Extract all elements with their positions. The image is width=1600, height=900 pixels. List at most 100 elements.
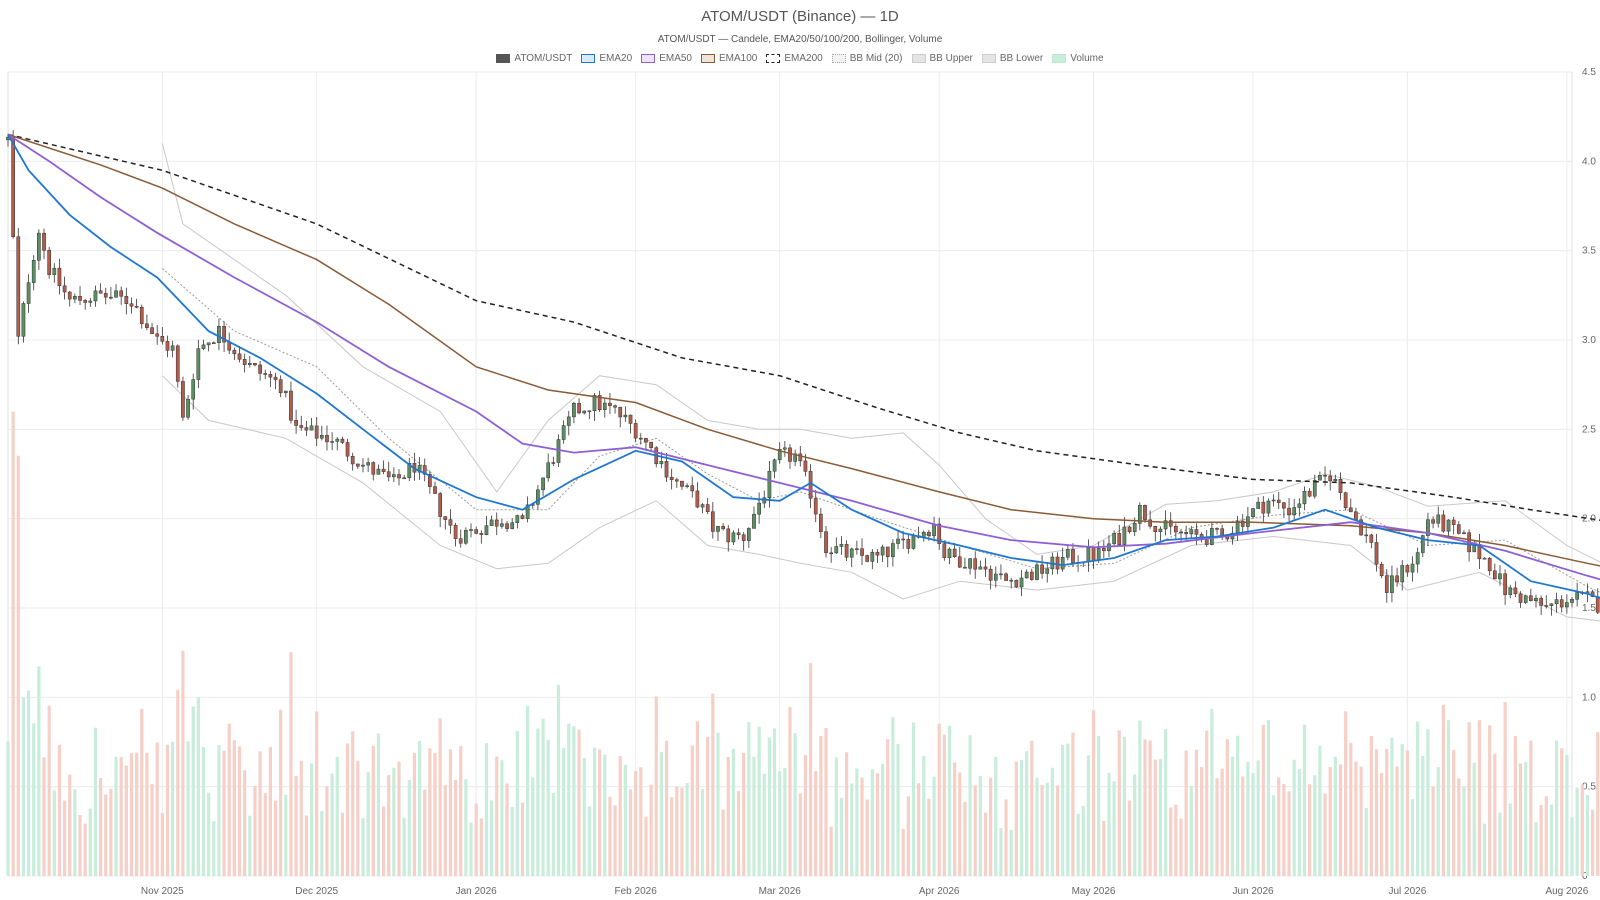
volume-bar [99, 778, 103, 876]
volume-bar [1127, 800, 1132, 876]
candle-body [103, 293, 108, 298]
volume-bar [21, 697, 26, 876]
volume-bar [1277, 777, 1281, 876]
volume-bar [531, 777, 535, 876]
candle-body [1431, 519, 1435, 524]
volume-bar [1467, 722, 1471, 876]
volume-bar [706, 737, 710, 876]
x-tick-label: Nov 2025 [141, 886, 184, 897]
legend-item[interactable]: EMA100 [700, 53, 757, 64]
volume-bar [227, 723, 231, 876]
candle-body [525, 504, 530, 519]
candle-body [716, 525, 720, 532]
volume-bar [556, 684, 561, 876]
candle-body [1282, 502, 1286, 509]
candle-body [376, 468, 381, 475]
candle-body [608, 402, 612, 406]
legend-swatch [831, 54, 846, 63]
candle-body [1174, 525, 1178, 533]
volume-bar [1590, 809, 1595, 876]
candle-body [680, 480, 684, 487]
candle-body [217, 325, 221, 343]
volume-bar [222, 750, 226, 876]
volume-bar [304, 815, 308, 876]
legend-label: EMA20 [599, 53, 633, 64]
candle-body [1426, 519, 1430, 536]
legend-item[interactable]: BB Upper [911, 53, 973, 64]
volume-bar [927, 798, 931, 876]
volume-bar [937, 723, 941, 876]
volume-bar [1395, 766, 1399, 876]
candle-body [1029, 571, 1034, 580]
candle-body [1374, 542, 1379, 565]
candle-body [690, 485, 695, 492]
volume-bar [407, 779, 411, 876]
volume-bars [6, 411, 1600, 876]
volume-bar [562, 747, 566, 876]
candle-body [685, 485, 689, 487]
volume-bar [983, 812, 988, 876]
candle-body [891, 543, 895, 558]
candle-body [453, 525, 458, 539]
candle-body [191, 379, 196, 400]
volume-bar [402, 817, 406, 876]
legend-item[interactable]: ATOM/USDT [496, 53, 572, 64]
volume-bar [479, 818, 483, 876]
candle-body [767, 470, 772, 498]
candle-body [999, 573, 1003, 576]
legend-item[interactable]: EMA50 [641, 53, 692, 64]
volume-bar [52, 790, 56, 876]
legend-swatch [700, 54, 715, 63]
legend-item[interactable]: Volume [1052, 53, 1104, 64]
candle-body [746, 528, 751, 541]
volume-bar [356, 760, 360, 876]
volume-bar [716, 732, 720, 876]
candle-body [669, 476, 674, 480]
candle-body [561, 425, 566, 440]
volume-bar [942, 734, 946, 876]
candle-body [963, 566, 967, 569]
volume-bar [844, 752, 849, 876]
candle-body [1523, 595, 1528, 603]
legend-item[interactable]: BB Lower [981, 53, 1043, 64]
candle-body [510, 522, 515, 529]
volume-bar [742, 752, 746, 876]
volume-bar [891, 717, 895, 876]
volume-bar [721, 809, 725, 876]
candle-body [438, 493, 443, 517]
volume-bar [1308, 784, 1312, 876]
candle-body [1405, 565, 1410, 573]
volume-bar [469, 822, 473, 876]
candle-body [1035, 564, 1039, 580]
volume-bar [150, 784, 154, 876]
candle-body [211, 342, 216, 344]
volume-bar [212, 821, 216, 876]
legend-item[interactable]: BB Mid (20) [831, 53, 903, 64]
candle-body [752, 513, 756, 529]
volume-bar [711, 693, 715, 876]
candle-body [1266, 500, 1271, 514]
volume-bar [309, 763, 314, 876]
volume-bar [1199, 766, 1204, 876]
volume-bar [1040, 785, 1044, 876]
candle-body [247, 363, 252, 365]
volume-bar [1004, 799, 1008, 876]
candle-body [1312, 479, 1317, 497]
candle-body [73, 295, 77, 300]
volume-bar [659, 752, 663, 876]
volume-bar [1081, 806, 1085, 876]
volume-bar [1524, 761, 1528, 876]
volume-bar [1138, 720, 1142, 876]
volume-bar [1493, 753, 1497, 876]
legend-item[interactable]: EMA200 [766, 53, 823, 64]
candle-body [772, 459, 777, 472]
candle-body [741, 534, 746, 541]
candle-body [500, 523, 504, 527]
volume-bar [1410, 799, 1415, 876]
ema100-line [7, 133, 1600, 567]
candle-body [1101, 548, 1106, 552]
volume-bar [947, 725, 952, 876]
candle-body [340, 438, 345, 443]
volume-bar [284, 794, 288, 876]
legend-item[interactable]: EMA20 [581, 53, 632, 64]
